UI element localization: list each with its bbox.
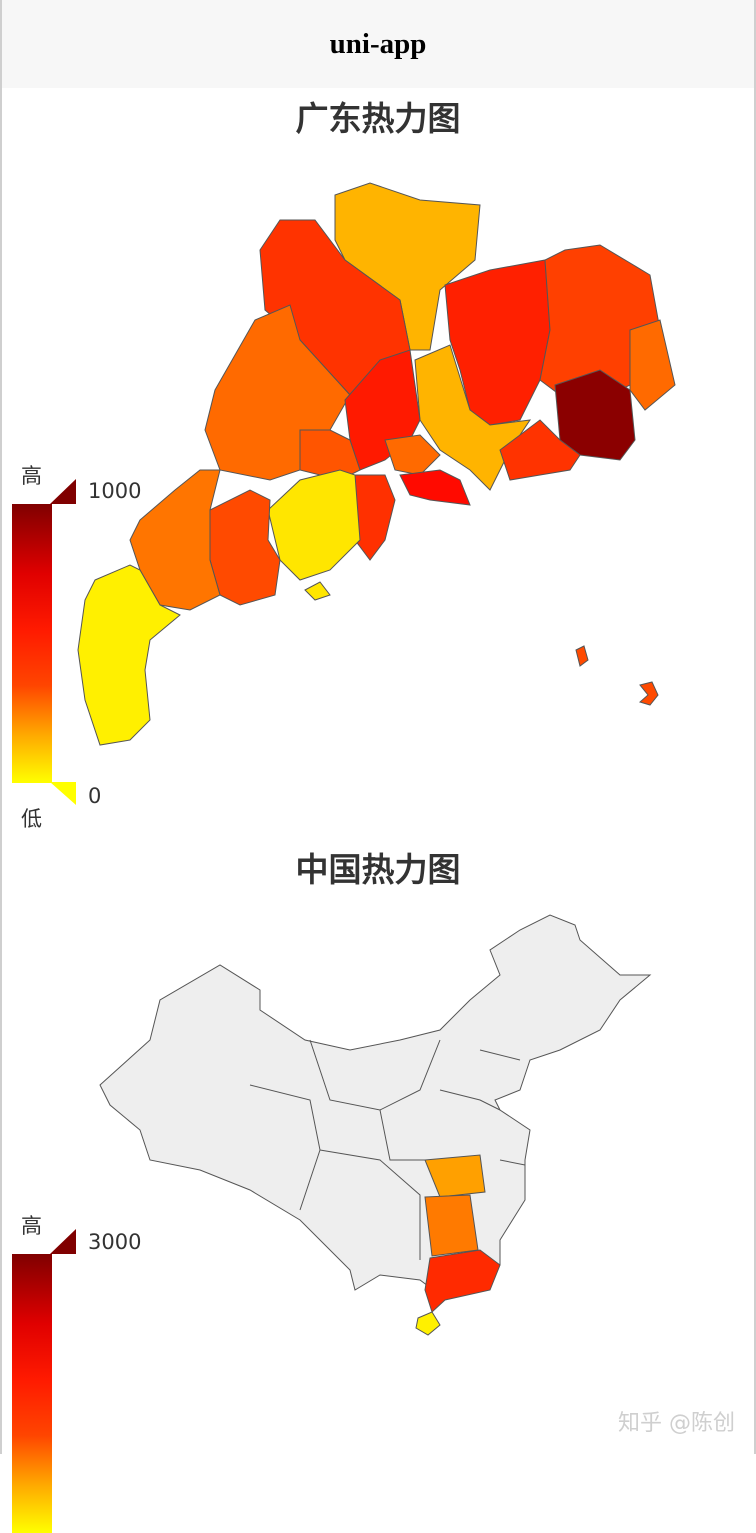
cn-legend-high-label: 高 <box>21 1214 42 1238</box>
gd-legend-high-handle[interactable] <box>50 479 80 505</box>
map-region[interactable] <box>424 1154 486 1198</box>
province-border <box>379 1109 425 1161</box>
watermark: 知乎 @陈创 <box>618 1411 735 1436</box>
map-region[interactable] <box>424 1194 479 1257</box>
gd-legend-high-label: 高 <box>21 464 42 488</box>
map-region[interactable] <box>399 469 471 506</box>
page-frame <box>0 0 756 1454</box>
map-region[interactable] <box>384 434 441 476</box>
map-region[interactable] <box>415 1311 441 1336</box>
gd-legend-low-handle[interactable] <box>50 782 80 808</box>
map-region[interactable] <box>575 645 589 667</box>
map-region[interactable] <box>499 419 581 481</box>
map-region[interactable] <box>99 914 652 1296</box>
province-border <box>319 1149 421 1260</box>
map-region[interactable] <box>129 469 221 611</box>
gd-legend-max: 1000 <box>88 479 142 503</box>
guangdong-map-title: 广东热力图 <box>295 99 461 138</box>
map-region[interactable] <box>304 581 331 601</box>
gd-legend-gradient-bar[interactable] <box>12 504 52 783</box>
china-heatmap[interactable] <box>0 894 756 1454</box>
province-border <box>499 1159 526 1166</box>
gd-legend-min: 0 <box>88 784 102 808</box>
map-region[interactable] <box>334 182 481 351</box>
map-region[interactable] <box>299 429 361 481</box>
province-border <box>249 1084 321 1211</box>
map-region[interactable] <box>638 681 659 706</box>
navbar-title: uni-app <box>329 27 427 60</box>
map-region[interactable] <box>424 1249 501 1313</box>
province-border <box>479 1049 521 1061</box>
china-map-title: 中国热力图 <box>295 850 461 889</box>
map-region[interactable] <box>444 259 551 426</box>
guangdong-heatmap[interactable] <box>0 88 756 848</box>
map-region[interactable] <box>209 489 281 606</box>
cn-legend-high-handle[interactable] <box>50 1229 80 1255</box>
province-border <box>439 1089 501 1111</box>
cn-legend-max: 3000 <box>88 1230 142 1254</box>
map-region[interactable] <box>267 469 361 581</box>
map-region[interactable] <box>77 564 181 746</box>
cn-legend-gradient-bar[interactable] <box>12 1254 52 1533</box>
map-region[interactable] <box>629 319 676 411</box>
navigation-bar: uni-app <box>2 0 754 88</box>
gd-legend-low-label: 低 <box>21 807 42 831</box>
